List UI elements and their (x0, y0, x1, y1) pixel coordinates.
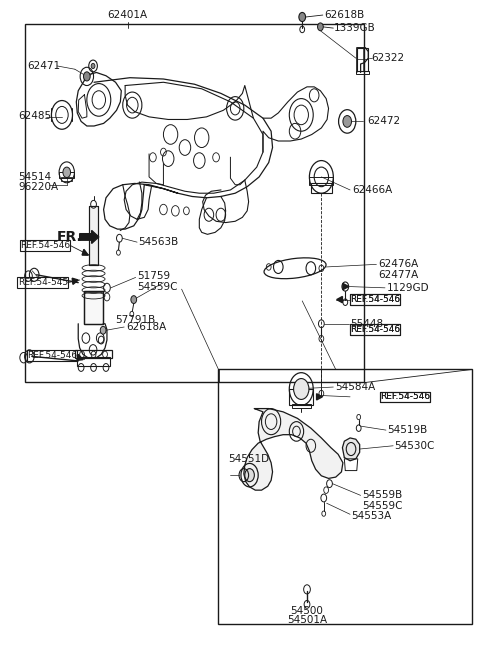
Text: 1339GB: 1339GB (334, 23, 376, 33)
Polygon shape (317, 394, 323, 400)
Text: 54514: 54514 (18, 172, 51, 182)
Text: 62401A: 62401A (108, 10, 147, 20)
Bar (84, 291, 103, 324)
Text: 62322: 62322 (372, 53, 405, 63)
Text: 54501A: 54501A (287, 615, 327, 625)
Polygon shape (343, 283, 348, 290)
Text: REF.54-546: REF.54-546 (350, 325, 400, 334)
Bar (17, 277, 68, 288)
Bar (289, 389, 313, 405)
Circle shape (84, 72, 90, 81)
Bar (24, 24, 364, 383)
Text: 96220A: 96220A (18, 182, 58, 192)
Bar (89, 206, 98, 265)
Bar (356, 71, 369, 74)
Text: 1129GD: 1129GD (386, 283, 429, 293)
Bar (380, 392, 431, 402)
Bar (292, 404, 311, 408)
Polygon shape (342, 438, 360, 461)
Circle shape (100, 326, 106, 334)
Text: 62485: 62485 (18, 111, 51, 121)
Bar (61, 177, 72, 181)
Text: 55448: 55448 (350, 318, 383, 329)
Text: 54553A: 54553A (351, 511, 392, 521)
Text: 54559C: 54559C (138, 281, 178, 292)
Polygon shape (80, 230, 99, 243)
Bar (77, 357, 110, 366)
Text: REF.54-546: REF.54-546 (20, 241, 70, 250)
Bar (89, 206, 98, 265)
Text: REF.54-546: REF.54-546 (350, 325, 400, 334)
Circle shape (299, 12, 306, 22)
Text: 62466A: 62466A (352, 185, 393, 195)
Text: 62618A: 62618A (126, 322, 167, 332)
Polygon shape (72, 278, 78, 284)
Text: REF.54-545: REF.54-545 (18, 278, 68, 287)
Text: 62476A: 62476A (378, 260, 418, 269)
Polygon shape (336, 296, 342, 303)
Text: 51759: 51759 (138, 271, 171, 281)
Bar (357, 48, 368, 71)
Circle shape (131, 296, 137, 303)
Bar (380, 392, 431, 402)
Bar (59, 173, 74, 178)
Text: 54563B: 54563B (139, 237, 179, 247)
Circle shape (294, 379, 309, 400)
Text: REF.54-546: REF.54-546 (380, 392, 431, 402)
Bar (350, 324, 400, 335)
Circle shape (245, 469, 254, 481)
Circle shape (343, 116, 351, 128)
Text: REF.54-546: REF.54-546 (27, 351, 77, 360)
Polygon shape (77, 354, 83, 360)
Text: 54500: 54500 (290, 606, 324, 615)
Text: 62477A: 62477A (378, 270, 418, 280)
Circle shape (63, 167, 71, 177)
Bar (311, 183, 332, 192)
Polygon shape (82, 249, 88, 255)
Text: 54559B: 54559B (362, 490, 402, 500)
Bar (75, 351, 112, 358)
Bar (218, 370, 472, 624)
Text: REF.54-546: REF.54-546 (350, 295, 400, 304)
Text: 54551D: 54551D (228, 454, 269, 464)
Bar (350, 294, 400, 305)
Text: 54519B: 54519B (387, 425, 428, 435)
Text: REF.54-546: REF.54-546 (350, 295, 400, 304)
Bar (350, 294, 400, 305)
Bar (20, 240, 70, 250)
Circle shape (318, 23, 323, 31)
Circle shape (91, 63, 95, 69)
Text: REF.54-546: REF.54-546 (380, 392, 431, 402)
Text: 54530C: 54530C (395, 441, 435, 451)
Text: 54584A: 54584A (335, 382, 375, 392)
Bar (310, 177, 333, 184)
Text: 62618B: 62618B (324, 10, 364, 20)
Text: 62471: 62471 (27, 61, 60, 71)
Text: 57791B: 57791B (116, 315, 156, 325)
Text: 54559C: 54559C (362, 501, 403, 511)
Bar (84, 291, 103, 324)
Bar (27, 351, 77, 361)
Bar (350, 324, 400, 335)
Polygon shape (244, 409, 343, 490)
Text: FR.: FR. (57, 230, 83, 244)
Text: 62472: 62472 (367, 116, 400, 126)
